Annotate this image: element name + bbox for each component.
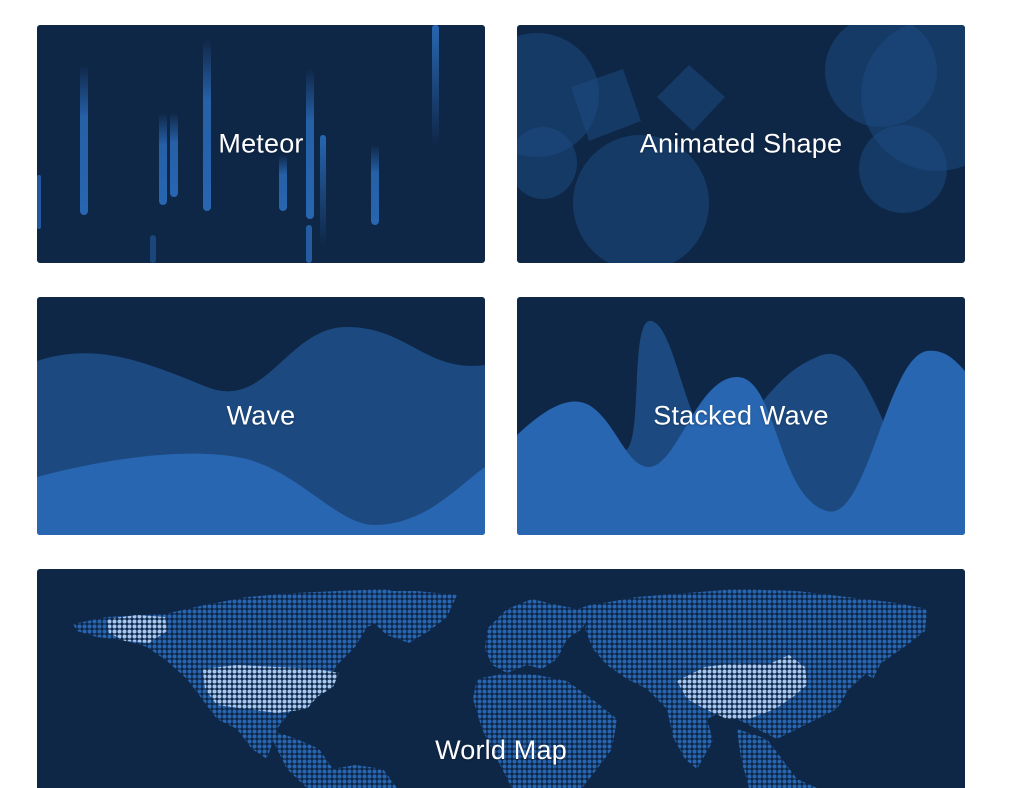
meteor-title: Meteor — [218, 128, 304, 159]
wave-card[interactable]: Wave — [37, 297, 485, 535]
stacked-wave-illustration — [517, 320, 965, 535]
meteor-card[interactable]: Meteor — [37, 25, 485, 263]
wave-title: Wave — [226, 400, 296, 431]
animated-shape-illustration — [517, 25, 965, 263]
stacked-wave-title: Stacked Wave — [653, 400, 829, 431]
world-map-card[interactable]: World Map — [37, 569, 965, 788]
world-map-title: World Map — [435, 735, 567, 765]
wave-illustration — [37, 327, 485, 535]
meteor-illustration — [37, 25, 439, 263]
animated-shape-card[interactable]: Animated Shape — [517, 25, 965, 263]
world-map-illustration — [73, 589, 927, 788]
animated-shape-title: Animated Shape — [639, 128, 843, 159]
stacked-wave-card[interactable]: Stacked Wave — [517, 297, 965, 535]
